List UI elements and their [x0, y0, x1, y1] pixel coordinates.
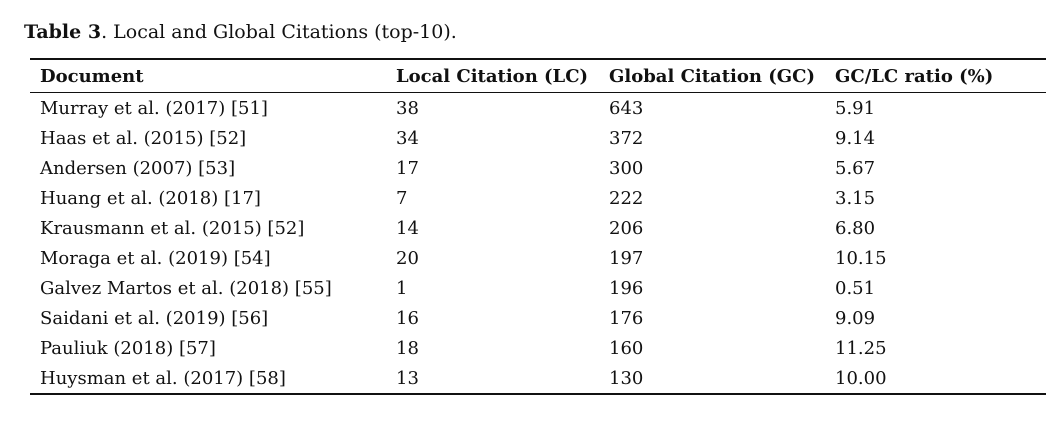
- cell-global-citation: 176: [609, 307, 644, 329]
- cell-global-citation: 372: [609, 127, 644, 149]
- cell-global-citation: 222: [609, 187, 644, 209]
- cell-local-citation: 14: [396, 217, 419, 239]
- cell-document: Haas et al. (2015) [52]: [40, 127, 247, 149]
- table-header-row: Document Local Citation (LC) Global Cita…: [30, 59, 1046, 93]
- cell-global-citation: 643: [609, 97, 644, 119]
- cell-local-citation: 13: [396, 367, 419, 389]
- table-caption-label: Table 3: [24, 21, 102, 43]
- table-caption: Table 3. Local and Global Citations (top…: [24, 19, 457, 45]
- cell-document: Andersen (2007) [53]: [40, 157, 236, 179]
- cell-ratio: 3.15: [835, 187, 876, 209]
- cell-ratio: 9.09: [835, 307, 876, 329]
- cell-document: Huysman et al. (2017) [58]: [40, 367, 286, 389]
- table-row: Huysman et al. (2017) [58] 13 130 10.00: [30, 363, 1046, 394]
- cell-local-citation: 38: [396, 97, 419, 119]
- cell-ratio: 10.00: [835, 367, 887, 389]
- cell-local-citation: 20: [396, 247, 419, 269]
- table-row: Pauliuk (2018) [57] 18 160 11.25: [30, 333, 1046, 363]
- table-row: Moraga et al. (2019) [54] 20 197 10.15: [30, 243, 1046, 273]
- header-local-citation: Local Citation (LC): [396, 65, 589, 87]
- cell-document: Moraga et al. (2019) [54]: [40, 247, 271, 269]
- cell-document: Galvez Martos et al. (2018) [55]: [40, 277, 332, 299]
- table-caption-text: . Local and Global Citations (top-10).: [101, 21, 457, 43]
- cell-document: Murray et al. (2017) [51]: [40, 97, 268, 119]
- cell-local-citation: 34: [396, 127, 419, 149]
- cell-global-citation: 196: [609, 277, 644, 299]
- cell-ratio: 5.67: [835, 157, 876, 179]
- citations-table-container: Document Local Citation (LC) Global Cita…: [30, 58, 1046, 395]
- cell-ratio: 5.91: [835, 97, 876, 119]
- cell-global-citation: 160: [609, 337, 644, 359]
- table-row: Murray et al. (2017) [51] 38 643 5.91: [30, 93, 1046, 124]
- table-row: Andersen (2007) [53] 17 300 5.67: [30, 153, 1046, 183]
- cell-local-citation: 7: [396, 187, 408, 209]
- table-row: Haas et al. (2015) [52] 34 372 9.14: [30, 123, 1046, 153]
- table-row: Saidani et al. (2019) [56] 16 176 9.09: [30, 303, 1046, 333]
- citations-table: Document Local Citation (LC) Global Cita…: [30, 58, 1046, 395]
- cell-global-citation: 130: [609, 367, 644, 389]
- cell-document: Huang et al. (2018) [17]: [40, 187, 261, 209]
- cell-ratio: 0.51: [835, 277, 876, 299]
- cell-global-citation: 197: [609, 247, 644, 269]
- cell-global-citation: 206: [609, 217, 644, 239]
- cell-document: Pauliuk (2018) [57]: [40, 337, 216, 359]
- cell-local-citation: 1: [396, 277, 408, 299]
- cell-document: Saidani et al. (2019) [56]: [40, 307, 269, 329]
- cell-document: Krausmann et al. (2015) [52]: [40, 217, 305, 239]
- cell-global-citation: 300: [609, 157, 644, 179]
- cell-local-citation: 18: [396, 337, 419, 359]
- cell-ratio: 6.80: [835, 217, 876, 239]
- header-gc-lc-ratio: GC/LC ratio (%): [835, 65, 994, 87]
- cell-ratio: 9.14: [835, 127, 876, 149]
- cell-local-citation: 17: [396, 157, 419, 179]
- cell-local-citation: 16: [396, 307, 419, 329]
- table-row: Krausmann et al. (2015) [52] 14 206 6.80: [30, 213, 1046, 243]
- cell-ratio: 11.25: [835, 337, 887, 359]
- header-document: Document: [40, 65, 144, 87]
- cell-ratio: 10.15: [835, 247, 887, 269]
- header-global-citation: Global Citation (GC): [609, 65, 815, 87]
- table-row: Galvez Martos et al. (2018) [55] 1 196 0…: [30, 273, 1046, 303]
- table-row: Huang et al. (2018) [17] 7 222 3.15: [30, 183, 1046, 213]
